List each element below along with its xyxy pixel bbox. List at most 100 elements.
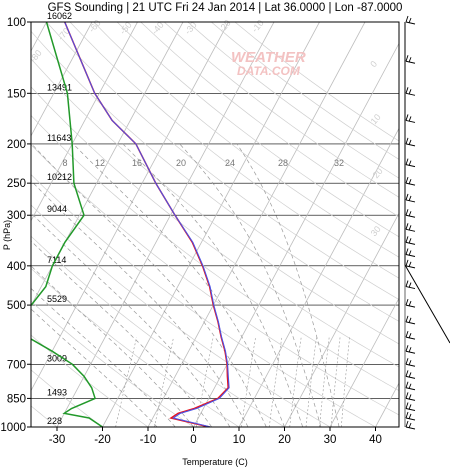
x-tick-label: 40 <box>369 434 382 446</box>
mixing-ratio-label: 8 <box>62 158 67 168</box>
moist-adiabat-line <box>31 180 249 427</box>
wind-barb-flag <box>405 420 409 428</box>
wind-barb-flag <box>405 370 409 377</box>
wind-barb-flag <box>405 315 409 322</box>
wind-barb-flag <box>405 248 409 255</box>
x-tick-label: 30 <box>324 434 337 446</box>
wind-barb-flag <box>405 158 409 165</box>
mixing-ratio-label: 20 <box>176 158 186 168</box>
isotherm-line <box>31 22 138 222</box>
wind-barb-flag <box>405 402 409 409</box>
wind-barb-flag <box>405 381 409 388</box>
wind-barb-flag <box>405 55 409 62</box>
wind-barb-flag <box>405 345 409 352</box>
dewpoint-line <box>31 22 103 427</box>
wind-barb <box>405 397 416 401</box>
isotherm-line <box>238 127 399 427</box>
height-label: 3009 <box>47 353 67 363</box>
isotherm-label: -10 <box>250 18 266 34</box>
mixing-ratio-label: 16 <box>132 158 142 168</box>
wind-barb-flag <box>405 223 409 230</box>
wind-barb <box>405 60 416 64</box>
wind-barb <box>405 265 416 269</box>
wind-barb-flag <box>408 178 412 185</box>
wind-barb-flag <box>408 238 412 244</box>
dry-adiabat-line <box>31 204 331 427</box>
wind-barb <box>405 143 416 147</box>
dry-adiabat-line <box>31 30 399 322</box>
wind-barb-flag <box>405 236 409 243</box>
dry-adiabat-line <box>31 300 194 427</box>
mixing-ratio-label: 28 <box>278 158 288 168</box>
wind-barb-flag <box>405 114 409 121</box>
watermark-line2: DATA.COM <box>237 64 301 78</box>
dry-adiabat-line <box>234 22 399 142</box>
wind-barb-flag <box>405 259 409 266</box>
wind-barb <box>405 426 416 430</box>
virtual-temperature-line <box>64 22 230 427</box>
isotherm-line <box>102 22 320 427</box>
height-label: 7114 <box>47 255 66 265</box>
wind-barb-flag <box>405 331 409 338</box>
mixing-ratio-label: 24 <box>225 158 235 168</box>
wind-barb-flag <box>408 332 412 339</box>
wind-barb <box>405 21 416 25</box>
height-label: 9044 <box>47 204 67 214</box>
height-label: 228 <box>47 416 62 426</box>
x-tick-label: -20 <box>94 434 111 446</box>
isotherm-line <box>31 22 184 307</box>
isotherm-line <box>193 42 399 427</box>
wind-barb-flag <box>408 139 412 146</box>
wind-barb <box>405 407 416 411</box>
wind-barb-flag <box>408 360 412 366</box>
wind-barb <box>405 228 416 232</box>
isotherm-line <box>147 22 366 427</box>
wind-barb <box>405 286 416 290</box>
isotherm-line <box>31 22 93 137</box>
wind-barb-flag <box>405 209 409 216</box>
y-axis-label: P (hPa) <box>2 220 12 250</box>
moist-adiabat-line <box>236 143 340 427</box>
wind-barb-flag <box>408 394 412 400</box>
wind-barb-flag <box>408 89 412 95</box>
wind-barb <box>405 321 416 325</box>
wind-barb-flag <box>408 300 412 307</box>
wind-profile-line <box>404 22 450 344</box>
wind-barb-flag <box>405 177 409 184</box>
dry-adiabat-line <box>163 22 399 198</box>
watermark: WEATHER DATA.COM <box>231 49 306 78</box>
mixing-ratio-line <box>341 337 350 427</box>
y-tick-label: 700 <box>7 359 26 371</box>
isotherm-line <box>56 22 275 427</box>
dry-adiabat-line <box>31 58 399 345</box>
wind-barb-flag <box>408 57 412 63</box>
wind-barb <box>405 336 416 340</box>
mixing-ratio-line <box>115 337 137 427</box>
height-label: 5529 <box>47 294 67 304</box>
height-label: 13491 <box>47 82 72 92</box>
background-grid <box>0 22 399 427</box>
wind-barb-flag <box>408 116 412 122</box>
wind-barb <box>405 164 416 168</box>
wind-barb-flag <box>408 372 412 378</box>
mixing-ratio-line <box>154 337 174 427</box>
y-tick-label: 850 <box>7 393 26 405</box>
wind-barb <box>405 387 416 391</box>
wind-barb-flag <box>408 383 412 389</box>
wind-barb-flag <box>408 195 412 202</box>
wind-barb <box>405 375 416 379</box>
isotherm-line <box>0 22 1 427</box>
plot-frame <box>30 21 400 428</box>
wind-barb <box>405 214 416 218</box>
wind-barb-flag <box>408 317 412 324</box>
wind-barb-flag <box>408 413 412 420</box>
dry-adiabat-line <box>31 267 240 427</box>
wind-barb <box>405 119 416 123</box>
y-tick-label: 200 <box>7 139 26 151</box>
dry-adiabat-line <box>93 22 399 258</box>
wind-barb-flag <box>408 17 412 24</box>
height-label: 11643 <box>47 133 71 143</box>
isotherm-line <box>329 297 399 427</box>
wind-barb <box>405 417 416 421</box>
